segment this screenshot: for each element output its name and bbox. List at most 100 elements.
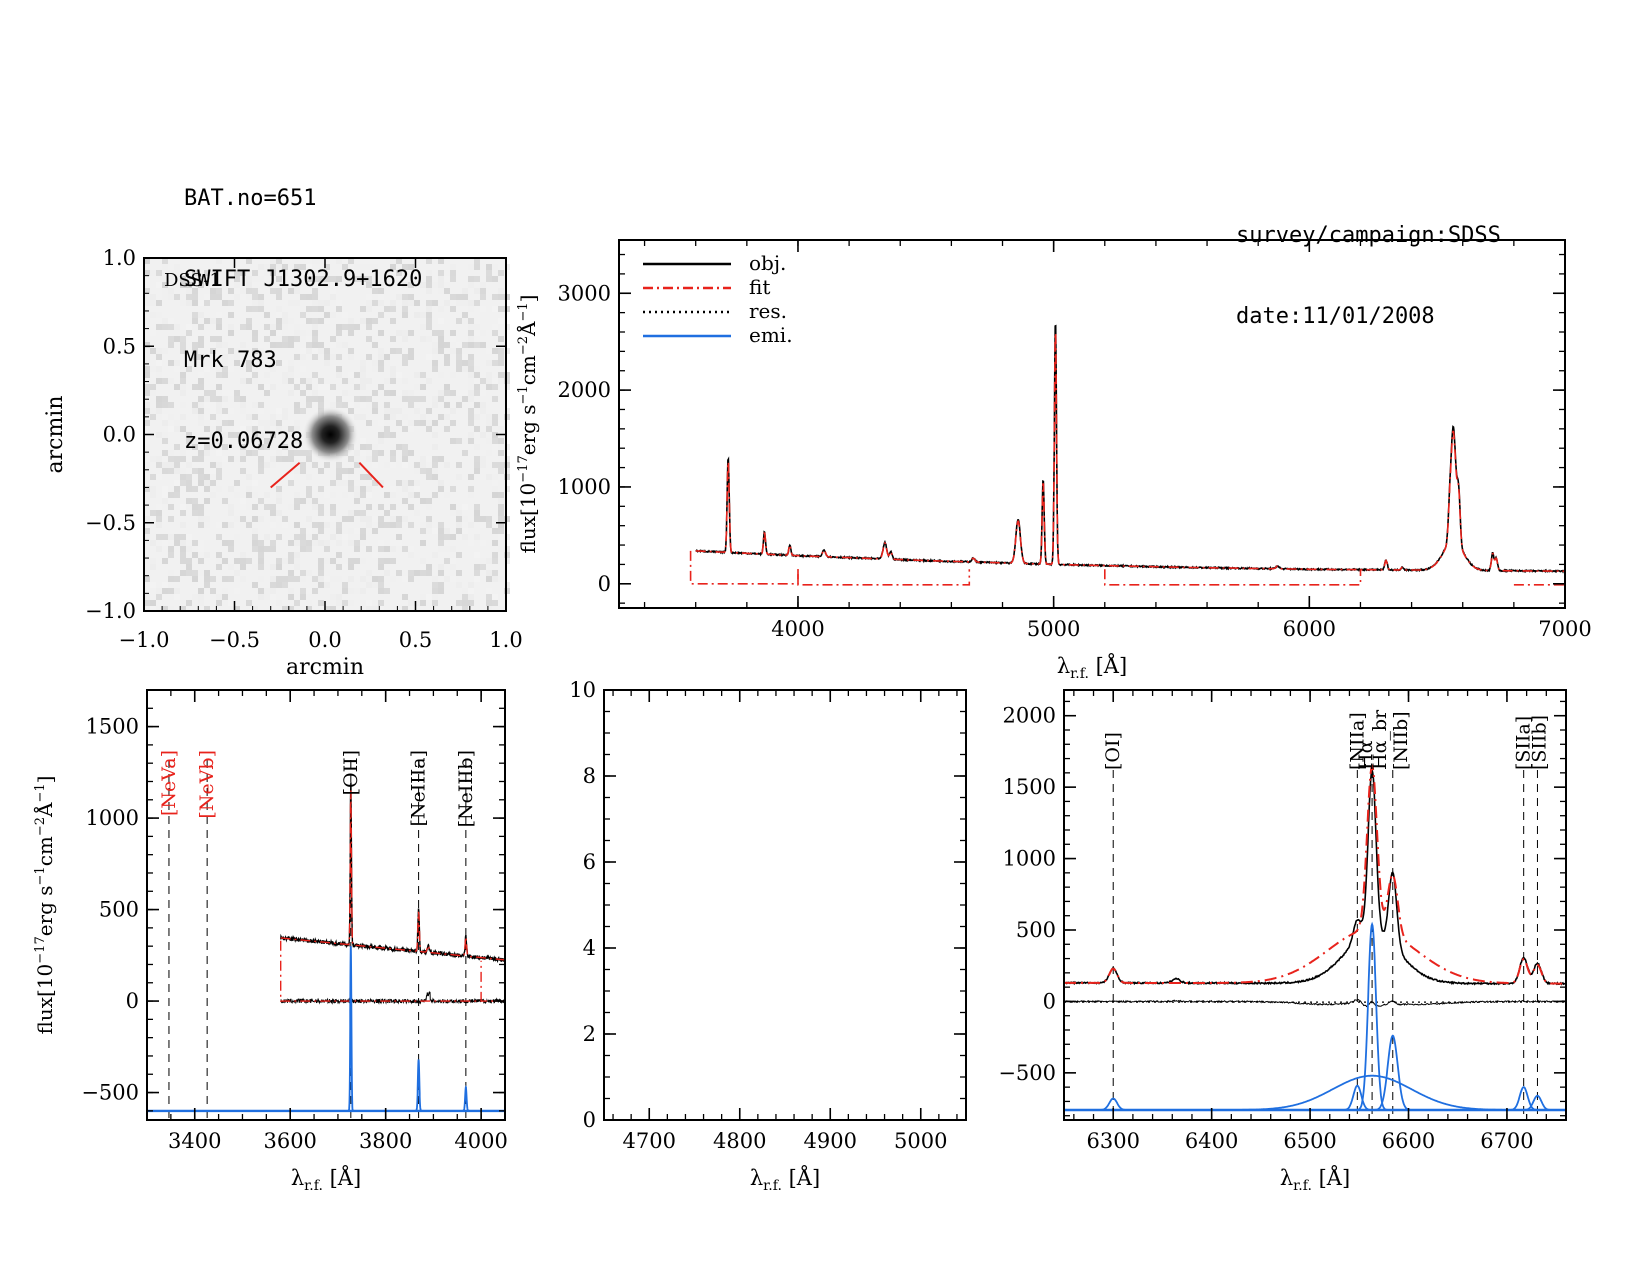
dss-noise [348,540,354,546]
dss-noise [210,444,216,450]
dss-noise [342,582,348,588]
full-xlabel-lambda: λ [1057,654,1070,678]
dss-noise [390,570,396,576]
dss-noise [438,414,444,420]
dss-noise [198,312,204,318]
blue-ylabel-part: flux[10 [33,964,57,1035]
dss-noise [348,402,354,408]
dss-noise [456,348,462,354]
dss-noise [348,516,354,522]
dss-noise [348,318,354,324]
dss-noise [426,498,432,504]
dss-noise [222,360,228,366]
dss-noise [426,528,432,534]
dss-noise [336,372,342,378]
dss-noise [456,366,462,372]
dss-noise [258,540,264,546]
dss-noise [330,558,336,564]
dss-noise [414,570,420,576]
dss-noise [474,468,480,474]
dss-noise [336,552,342,558]
dss-noise [246,378,252,384]
dss-noise [156,456,162,462]
dss-noise [396,444,402,450]
dss-noise [288,360,294,366]
dss-noise [384,354,390,360]
dss-noise [174,462,180,468]
dss-noise [342,264,348,270]
dss-noise [330,402,336,408]
dss-noise [216,456,222,462]
dss-noise [396,372,402,378]
dss-noise [468,360,474,366]
dss-noise [414,510,420,516]
dss-noise [486,270,492,276]
dss-xtick-label: 0.5 [399,628,432,652]
dss-noise [294,504,300,510]
dss-noise [282,474,288,480]
dss-noise [288,558,294,564]
dss-noise [282,522,288,528]
dss-noise [468,432,474,438]
dss-noise [432,396,438,402]
dss-noise [186,294,192,300]
dss-noise [144,528,150,534]
dss-noise [324,486,330,492]
dss-noise [258,564,264,570]
dss-noise [258,408,264,414]
dss-noise [408,504,414,510]
dss-noise [204,396,210,402]
legend-label: emi. [749,323,793,347]
dss-noise [450,306,456,312]
dss-noise [342,402,348,408]
dss-noise [456,552,462,558]
dss-noise [336,462,342,468]
dss-noise [474,426,480,432]
fit-window [797,569,971,586]
dss-noise [432,594,438,600]
dss-noise [348,378,354,384]
dss-noise [492,378,498,384]
dss-noise [246,288,252,294]
dss-noise [438,480,444,486]
dss-noise [438,594,444,600]
dss-noise [228,540,234,546]
full-ylabel-part: ] [516,295,540,303]
dss-noise [306,396,312,402]
dss-noise [210,396,216,402]
dss-noise [474,324,480,330]
dss-noise [246,426,252,432]
dss-noise [480,462,486,468]
dss-noise [390,456,396,462]
dss-noise [378,588,384,594]
dss-noise [228,330,234,336]
dss-noise [276,264,282,270]
dss-noise [318,318,324,324]
dss-noise [342,324,348,330]
dss-noise [246,276,252,282]
blue-ylabel-part: cm [33,836,57,866]
dss-noise [282,372,288,378]
dss-noise [318,300,324,306]
dss-noise [186,288,192,294]
dss-noise [282,342,288,348]
dss-noise [270,576,276,582]
dss-noise [228,408,234,414]
dss-noise [354,396,360,402]
dss-noise [258,546,264,552]
dss-noise [480,330,486,336]
dss-noise [270,270,276,276]
dss-noise [204,474,210,480]
dss-noise [450,438,456,444]
dss-noise [330,576,336,582]
dss-noise [360,396,366,402]
dss-noise [438,342,444,348]
dss-noise [174,360,180,366]
red-y-tick-label: −500 [998,1061,1056,1085]
dss-noise [438,546,444,552]
dss-noise [216,420,222,426]
dss-noise [252,372,258,378]
dss-image-panel: DSS-1−1.0 −0.5 0.0 0.5 1.0−1.0−0.50.00.51.0a… [43,246,523,680]
emission-component [1373,1034,1413,1111]
dss-noise [210,480,216,486]
